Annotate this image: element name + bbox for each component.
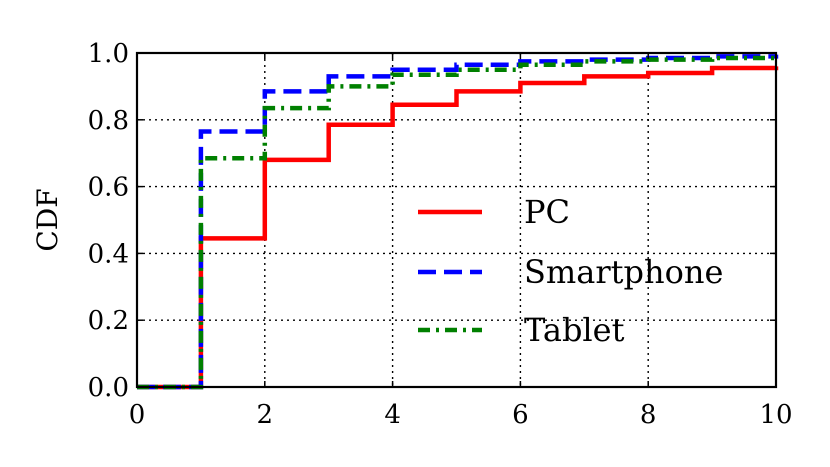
x-tick-label: 4 [384,400,401,430]
legend-label-smartphone: Smartphone [524,253,723,291]
y-tick-label: 0.0 [88,373,129,403]
y-tick-label: 0.6 [88,173,129,203]
plot-frame [135,51,778,389]
x-tick-label: 8 [640,400,657,430]
legend: PC Smartphone Tablet [418,193,723,349]
x-tick-label: 10 [759,400,792,430]
y-tick-label: 0.4 [88,239,129,269]
y-tick-label: 0.8 [88,106,129,136]
legend-label-tablet: Tablet [524,311,625,349]
y-axis-label: CDF [31,188,64,251]
series-lines [137,54,779,390]
x-tick-label: 2 [257,400,274,430]
series-line-pc [137,65,779,390]
legend-label-pc: PC [524,193,570,231]
axis-ticks: 0 2 4 6 8 10 0.0 0.2 0.4 0.6 0.8 1.0 [88,39,793,430]
y-tick-label: 0.2 [88,306,129,336]
x-tick-label: 0 [129,400,146,430]
x-tick-label: 6 [512,400,529,430]
y-tick-label: 1.0 [88,39,129,69]
